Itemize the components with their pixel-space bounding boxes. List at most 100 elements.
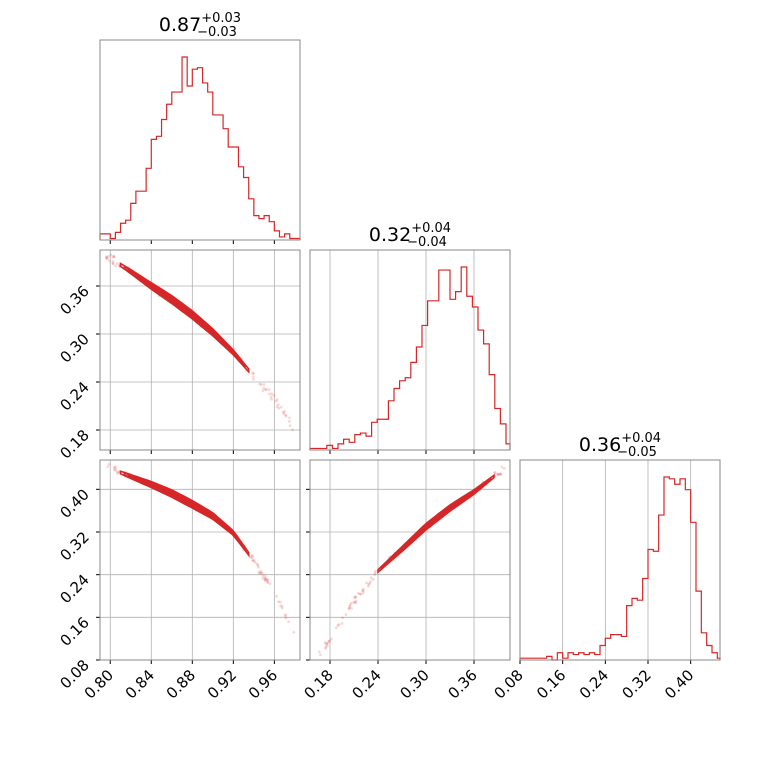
- y-tick-label: 0.24: [56, 378, 92, 414]
- tick-labels: 0.80 0.84 0.88 0.92 0.96 0.18 0.24 0.30 0.36 0.08…: [56, 282, 697, 702]
- scatter-point: [282, 410, 285, 414]
- scatter-point: [361, 587, 365, 591]
- scatter-point: [288, 416, 291, 420]
- scatter-point: [251, 375, 255, 379]
- scatter-point: [274, 399, 278, 403]
- histogram-frame: [309, 249, 511, 451]
- scatter-point: [284, 413, 288, 417]
- scatter-point: [259, 571, 263, 575]
- scatter-point: [275, 594, 278, 598]
- scatter-point: [337, 623, 341, 626]
- scatter-point: [359, 592, 363, 596]
- scatter-point: [261, 574, 265, 578]
- scatter-point: [259, 383, 263, 386]
- histogram-step: [309, 266, 511, 450]
- scatter-point: [109, 253, 113, 257]
- scatter-point: [258, 382, 262, 386]
- title-param-3: 0.36+0.04 −0.05: [579, 431, 661, 460]
- scatter-point: [287, 620, 290, 623]
- scatter-point: [262, 383, 266, 386]
- scatter-point: [113, 467, 117, 470]
- scatter-point: [263, 574, 267, 578]
- scatter-point: [319, 653, 322, 657]
- scatter-point: [251, 555, 255, 558]
- scatter-point: [112, 254, 116, 258]
- x-tick-label: 0.30: [396, 666, 432, 702]
- density-contour: [131, 475, 238, 542]
- scatter-point: [336, 623, 340, 627]
- scatter-point: [250, 559, 254, 562]
- scatter-point: [499, 472, 503, 476]
- scatter-point: [256, 563, 260, 567]
- x-tick-label: 0.16: [533, 666, 569, 702]
- scatter-point: [116, 470, 120, 474]
- scatter-point: [284, 616, 288, 620]
- scatter-point: [263, 576, 267, 580]
- scatter-point: [324, 642, 328, 646]
- scatter-point: [114, 469, 118, 472]
- x-tick-label: 0.96: [245, 666, 281, 702]
- scatter-point: [353, 600, 357, 604]
- density-contour: [387, 482, 485, 564]
- scatter-point: [282, 412, 286, 416]
- scatter-point: [354, 599, 358, 603]
- scatter-point: [264, 577, 268, 581]
- scatter-point: [499, 472, 503, 476]
- title-plus-1: +0.03: [201, 11, 241, 26]
- scatter-point: [114, 264, 117, 268]
- scatter-point: [266, 578, 270, 581]
- scatter-point: [257, 571, 261, 574]
- scatter-point: [373, 573, 377, 576]
- scatter-param-1-vs-param-3: [96, 459, 301, 664]
- y-tick-label: 0.40: [56, 485, 92, 521]
- scatter-point: [107, 255, 110, 258]
- title-median-3: 0.36: [579, 434, 621, 456]
- title-plus-2: +0.04: [411, 221, 451, 236]
- histogram-param-1: [99, 39, 301, 244]
- x-tick-label: 0.40: [661, 666, 697, 702]
- scatter-point: [263, 578, 267, 581]
- scatter-point: [278, 600, 282, 604]
- scatter-point: [275, 398, 279, 402]
- scatter-point: [254, 561, 257, 565]
- scatter-point: [353, 595, 357, 599]
- scatter-point: [327, 639, 331, 643]
- y-tick-label: 0.36: [56, 282, 92, 318]
- scatter-point: [264, 387, 267, 391]
- scatter-point: [108, 259, 112, 263]
- scatter-point: [248, 555, 252, 559]
- scatter-point: [111, 255, 115, 259]
- y-tick-label: 0.16: [56, 613, 92, 649]
- scatter-param-2-vs-param-3: [306, 459, 511, 664]
- scatter-point: [287, 420, 291, 423]
- scatter-point: [106, 465, 110, 469]
- scatter-point: [255, 562, 259, 566]
- density-contour: [123, 471, 246, 552]
- x-tick-label: 0.84: [122, 666, 158, 702]
- scatter-point: [323, 641, 327, 644]
- scatter-point: [277, 600, 280, 604]
- scatter-point: [369, 576, 373, 580]
- scatter-point: [356, 591, 360, 595]
- scatter-point: [252, 377, 255, 381]
- scatter-point: [329, 637, 333, 641]
- scatter-point: [352, 601, 355, 604]
- histogram-step: [99, 56, 301, 240]
- scatter-point: [265, 578, 269, 582]
- scatter-point: [347, 607, 351, 611]
- density-contour: [119, 470, 250, 558]
- histogram-frame: [99, 39, 301, 241]
- scatter-point: [365, 581, 368, 585]
- scatter-point: [105, 256, 108, 259]
- scatter-point: [267, 388, 271, 391]
- scatter-point: [367, 582, 370, 586]
- scatter-point: [502, 466, 506, 470]
- scatter-point: [496, 473, 500, 476]
- title-median-2: 0.32: [369, 224, 411, 246]
- scatter-point: [349, 601, 353, 605]
- scatter-point: [371, 578, 375, 581]
- scatter-point: [350, 606, 353, 610]
- scatter-point: [277, 406, 281, 410]
- scatter-point: [270, 397, 273, 401]
- scatter-point: [361, 589, 365, 593]
